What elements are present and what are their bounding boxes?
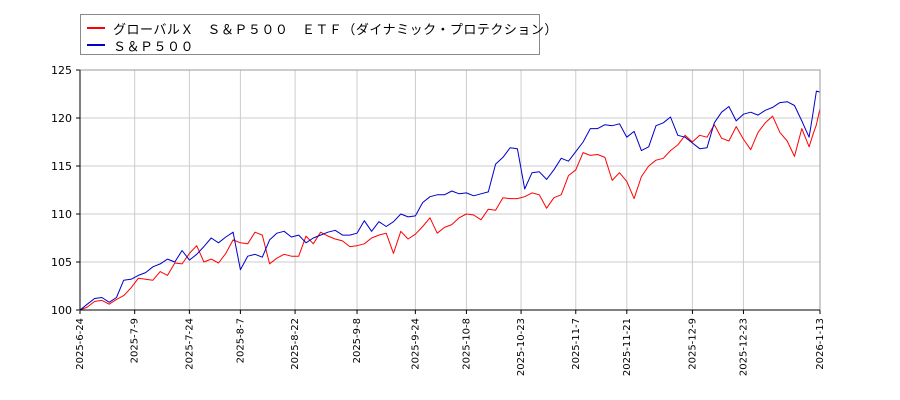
x-tick-label: 2025-8-22	[290, 318, 301, 370]
series-lines	[79, 90, 821, 311]
series-line-etf	[79, 108, 821, 311]
y-tick-label: 110	[51, 208, 72, 221]
x-tick-label: 2025-10-23	[516, 318, 527, 376]
x-tick-label: 2025-8-7	[235, 318, 246, 363]
axes: 100 105 110 115 120 125 2025-6-24 2025-7-9 2025-…	[51, 64, 826, 376]
y-tick-label: 105	[51, 256, 72, 269]
legend-swatch-index	[87, 44, 105, 46]
y-tick-label: 125	[51, 64, 72, 77]
y-tick-label: 115	[51, 160, 72, 173]
x-tick-label: 2025-10-8	[461, 318, 472, 370]
legend-item-index: Ｓ＆Ｐ５００	[87, 36, 195, 55]
x-tick-label: 2025-12-9	[687, 318, 698, 370]
x-tick-label: 2025-12-23	[738, 318, 749, 376]
x-tick-label: 2025-9-8	[352, 318, 363, 363]
legend: グローバルＸ Ｓ＆Ｐ５００ ＥＴＦ（ダイナミック・プロテクション） Ｓ＆Ｐ５００	[80, 14, 557, 55]
x-tick-label: 2025-7-9	[130, 318, 141, 363]
y-tick-label: 100	[51, 304, 72, 317]
x-tick-label: 2025-11-21	[622, 318, 633, 376]
series-line-sp500	[79, 90, 821, 311]
x-tick-label: 2025-7-24	[184, 318, 195, 370]
legend-label-etf: グローバルＸ Ｓ＆Ｐ５００ ＥＴＦ（ダイナミック・プロテクション）	[113, 22, 558, 38]
legend-item-etf: グローバルＸ Ｓ＆Ｐ５００ ＥＴＦ（ダイナミック・プロテクション）	[87, 19, 558, 38]
x-tick-label: 2025-9-24	[410, 318, 421, 370]
legend-label-index: Ｓ＆Ｐ５００	[113, 39, 195, 55]
legend-swatch-etf	[87, 27, 105, 29]
x-tick-label: 2026-1-13	[815, 318, 826, 370]
plot-frame	[79, 69, 821, 311]
x-tick-label: 2025-11-7	[571, 318, 582, 370]
gridlines	[79, 69, 821, 311]
y-tick-label: 120	[51, 112, 72, 125]
x-tick-label: 2025-6-24	[75, 318, 86, 370]
